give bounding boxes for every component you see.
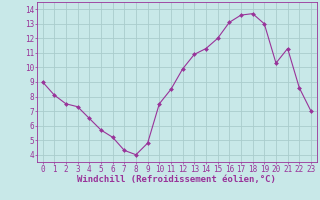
X-axis label: Windchill (Refroidissement éolien,°C): Windchill (Refroidissement éolien,°C) [77,175,276,184]
